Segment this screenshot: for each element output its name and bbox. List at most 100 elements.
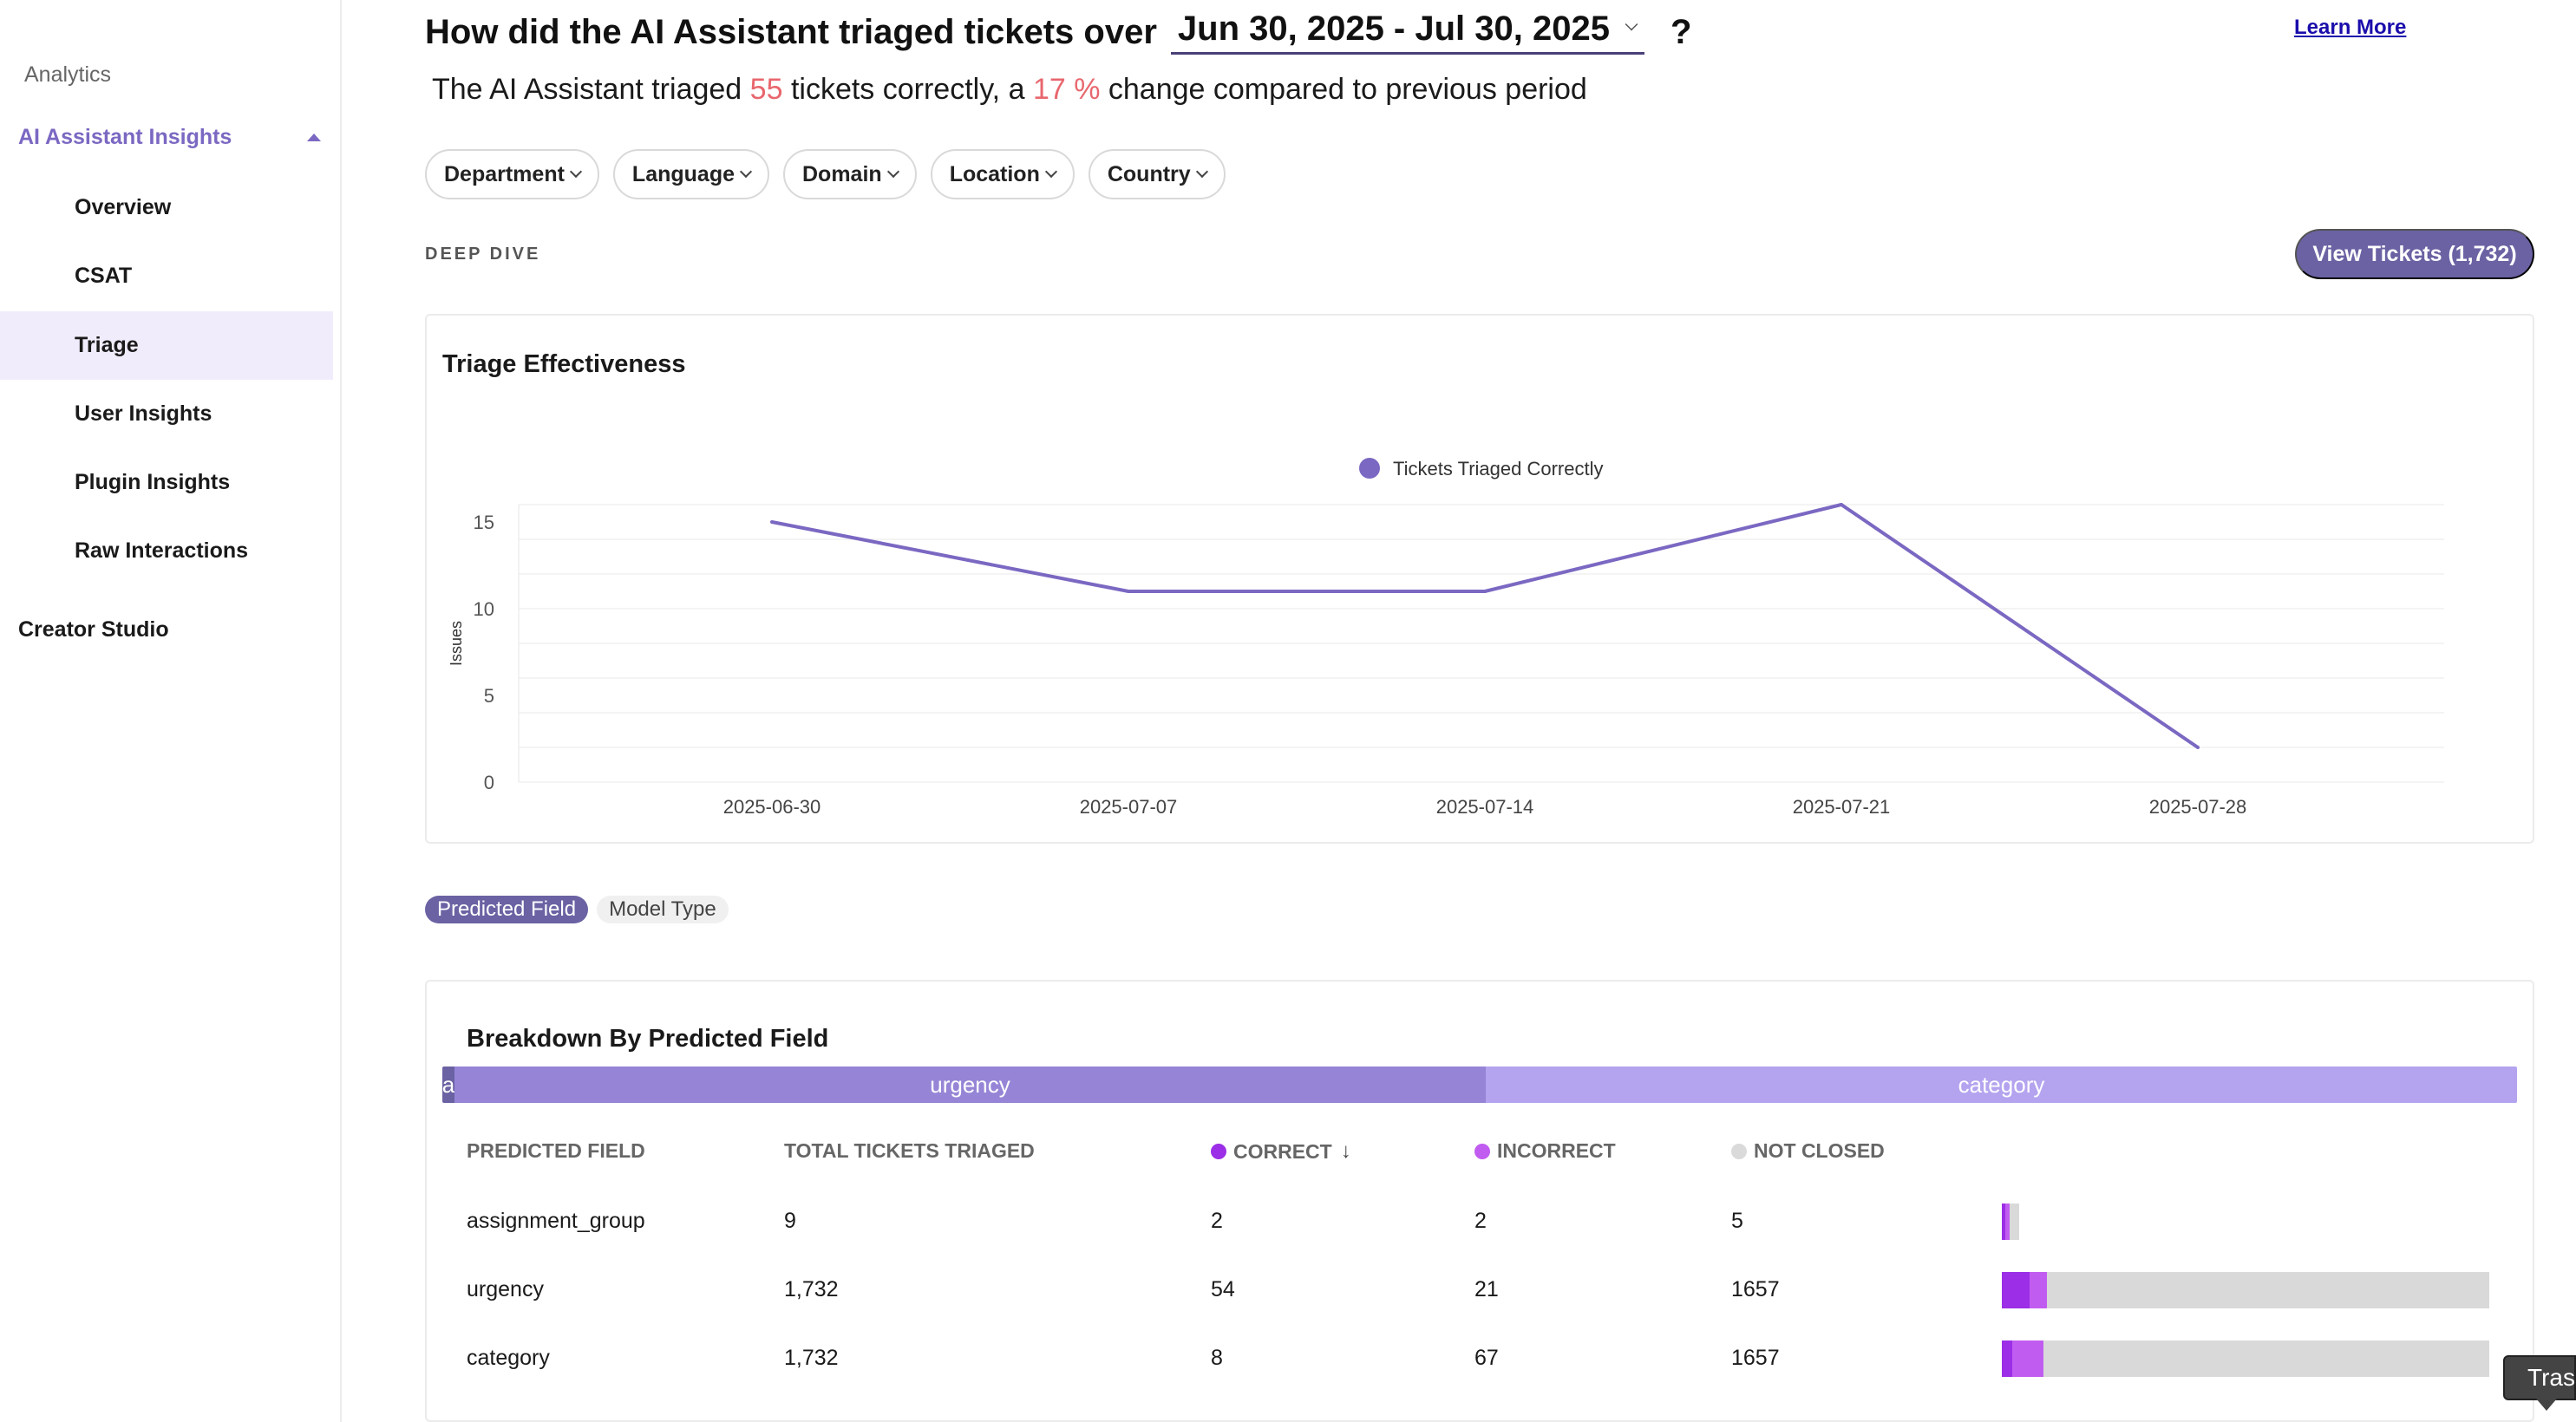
cell-correct: 54 [1211, 1277, 1235, 1301]
legend-dot-incorrect [1474, 1143, 1490, 1159]
view-tickets-button[interactable]: View Tickets (1,732) [2295, 229, 2534, 279]
breakdown-stack-bar: a urgency category [442, 1066, 2517, 1103]
mini-bar-incorrect [2005, 1203, 2010, 1240]
summary-count: 55 [749, 73, 783, 106]
caret-up-icon [307, 134, 321, 141]
sidebar-item-plugin-insights[interactable]: Plugin Insights [0, 448, 333, 517]
mini-bar-incorrect [2012, 1340, 2043, 1377]
headline-question-mark: ? [1670, 12, 1692, 51]
x-tick-label: 2025-07-21 [1793, 796, 1891, 818]
column-header-correct[interactable]: CORRECT ↓ [1211, 1139, 1351, 1164]
summary-change: 17 % [1032, 73, 1101, 106]
sidebar-group-label: AI Assistant Insights [18, 125, 232, 149]
sidebar-item-triage[interactable]: Triage [0, 311, 333, 380]
sidebar-item-label: Overview [75, 195, 172, 219]
chevron-down-icon [569, 165, 582, 179]
cell-field: category [467, 1346, 550, 1370]
filter-label: Location [949, 161, 1040, 186]
tooltip-tail [2536, 1399, 2557, 1411]
triage-effectiveness-chart: 0 5 10 15 Issues 2025-06-30 2025-07-07 2025-07-… [448, 458, 2444, 818]
chevron-down-icon [1195, 165, 1208, 179]
legend-dot-correct [1211, 1144, 1226, 1159]
column-header-total: TOTAL TICKETS TRIAGED [784, 1139, 1035, 1163]
data-point [1483, 590, 1487, 593]
page-title: How did the AI Assistant triaged tickets… [425, 5, 1691, 59]
toggle-model-type[interactable]: Model Type [597, 896, 729, 923]
column-header-label: PREDICTED FIELD [467, 1139, 645, 1162]
row-distribution-bar [2002, 1272, 2489, 1308]
y-tick-label: 10 [474, 598, 494, 620]
sidebar-item-raw-interactions[interactable]: Raw Interactions [0, 517, 333, 585]
sidebar-item-label: CSAT [75, 264, 133, 288]
x-tick-label: 2025-07-28 [2149, 796, 2247, 818]
cell-incorrect: 21 [1474, 1277, 1499, 1301]
stack-segment-urgency[interactable]: urgency [454, 1066, 1486, 1103]
y-axis-label: Issues [448, 621, 465, 666]
sidebar-item-overview[interactable]: Overview [0, 173, 333, 242]
sidebar-item-csat[interactable]: CSAT [0, 242, 333, 310]
cell-incorrect: 67 [1474, 1346, 1499, 1370]
mini-bar-correct [2002, 1272, 2030, 1308]
stack-segment-category[interactable]: category [1486, 1066, 2517, 1103]
chart-title: Triage Effectiveness [442, 350, 686, 378]
summary-sentence: The AI Assistant triaged 55 tickets corr… [432, 73, 1587, 107]
column-header-incorrect: INCORRECT [1474, 1139, 1616, 1163]
learn-more-link[interactable]: Learn More [2294, 16, 2407, 39]
legend-marker [1359, 458, 1380, 479]
breakdown-title: Breakdown By Predicted Field [467, 1025, 829, 1053]
filter-bar: Department Language Domain Location Coun… [425, 149, 1226, 199]
x-tick-label: 2025-07-07 [1080, 796, 1178, 818]
cell-field: urgency [467, 1277, 544, 1301]
mini-bar-correct [2002, 1340, 2012, 1377]
x-tick-label: 2025-06-30 [723, 796, 821, 818]
mini-bar-incorrect [2029, 1272, 2048, 1308]
sidebar-item-creator-studio[interactable]: Creator Studio [18, 617, 169, 642]
y-tick-label: 15 [474, 512, 494, 533]
headline-text: How did the AI Assistant triaged tickets… [425, 12, 1157, 51]
sort-down-icon[interactable]: ↓ [1340, 1139, 1351, 1163]
cell-not-closed: 1657 [1731, 1346, 1780, 1370]
sidebar: Analytics AI Assistant Insights Overview… [0, 0, 342, 1422]
cell-incorrect: 2 [1474, 1209, 1487, 1233]
legend-label: Tickets Triaged Correctly [1393, 458, 1603, 479]
filter-department[interactable]: Department [425, 149, 599, 199]
data-point [1840, 503, 1843, 506]
row-distribution-bar [2002, 1340, 2489, 1377]
cell-correct: 8 [1211, 1346, 1223, 1370]
filter-domain[interactable]: Domain [783, 149, 917, 199]
date-range-picker[interactable]: Jun 30, 2025 - Jul 30, 2025 [1170, 10, 1644, 55]
data-point [2196, 746, 2200, 749]
filter-label: Domain [802, 161, 882, 186]
cell-not-closed: 1657 [1731, 1277, 1780, 1301]
toggle-predicted-field[interactable]: Predicted Field [425, 896, 589, 923]
breakdown-toggle-group: Predicted Field Model Type [425, 896, 729, 923]
filter-language[interactable]: Language [612, 149, 769, 199]
column-header-not-closed: NOT CLOSED [1731, 1139, 1885, 1163]
sidebar-section-analytics: Analytics [24, 62, 112, 87]
sidebar-group-ai-assistant-insights[interactable]: AI Assistant Insights [18, 125, 326, 150]
summary-middle: tickets correctly, a [790, 73, 1025, 106]
chevron-down-icon [886, 165, 899, 179]
series-line [771, 503, 2200, 749]
sidebar-item-label: User Insights [75, 401, 212, 426]
cell-correct: 2 [1211, 1209, 1223, 1233]
chevron-down-icon [1044, 165, 1057, 179]
sidebar-item-label: Raw Interactions [75, 538, 249, 563]
stack-segment-a[interactable]: a [442, 1066, 454, 1103]
cell-not-closed: 5 [1731, 1209, 1743, 1233]
column-header-label: CORRECT [1233, 1139, 1332, 1163]
triage-effectiveness-card: Triage Effectiveness 0 5 10 15 Issues 2025-06… [425, 314, 2534, 844]
column-header-label: TOTAL TICKETS TRIAGED [784, 1139, 1035, 1162]
y-tick-label: 5 [484, 685, 494, 707]
filter-label: Department [444, 161, 565, 186]
filter-location[interactable]: Location [930, 149, 1075, 199]
sidebar-item-user-insights[interactable]: User Insights [0, 380, 333, 448]
breakdown-card: Breakdown By Predicted Field a urgency cat… [425, 980, 2534, 1422]
filter-country[interactable]: Country [1088, 149, 1226, 199]
sidebar-item-label: Triage [75, 333, 139, 357]
chevron-down-icon [739, 165, 753, 179]
y-tick-label: 0 [484, 772, 494, 793]
cell-field: assignment_group [467, 1209, 645, 1233]
data-point [1127, 590, 1130, 593]
section-label-deep-dive: DEEP DIVE [425, 245, 541, 264]
